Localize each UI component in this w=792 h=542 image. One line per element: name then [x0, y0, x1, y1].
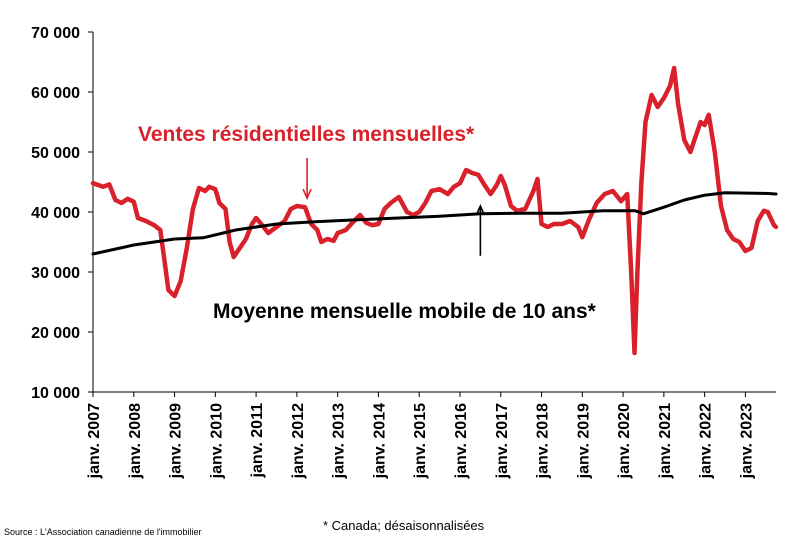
annotation-monthly-sales: Ventes résidentielles mensuelles* [138, 123, 475, 146]
y-axis: 10 000 20 000 30 000 40 000 50 000 60 000 70 0… [31, 25, 94, 402]
y-tick-label: 40 000 [31, 205, 80, 222]
moving-average-line [91, 191, 778, 256]
y-tick-label: 60 000 [31, 85, 80, 102]
x-tick-label: janv. 2019 [575, 403, 592, 479]
x-tick-label: janv. 2022 [698, 403, 715, 479]
monthly-sales-arrow-head [302, 188, 312, 201]
x-tick-label: janv. 2007 [86, 403, 103, 479]
x-tick-label: janv. 2017 [494, 403, 511, 479]
source-note: Source : L'Association canadienne de l'i… [4, 527, 202, 537]
y-tick-label: 70 000 [31, 25, 80, 42]
y-tick-label: 50 000 [31, 145, 80, 162]
x-tick-label: janv. 2009 [168, 403, 185, 479]
x-tick-label: janv. 2020 [616, 403, 633, 479]
x-tick-label: janv. 2013 [331, 403, 348, 479]
x-tick-label: janv. 2018 [535, 403, 552, 479]
moving-average-arrow-head [475, 204, 486, 216]
y-tick-label: 30 000 [31, 265, 80, 282]
y-tick-label: 20 000 [31, 325, 80, 342]
annotation-layer: Ventes résidentielles mensuelles* Moyenn… [138, 123, 597, 323]
footnote: * Canada; désaisonnalisées [323, 518, 485, 533]
x-tick-label: janv. 2023 [738, 403, 755, 479]
x-tick-label: janv. 2012 [290, 403, 307, 479]
x-tick-label: janv. 2014 [371, 403, 388, 479]
y-tick-label: 10 000 [31, 385, 80, 402]
x-tick-label: janv. 2011 [249, 403, 266, 479]
monthly-sales-line [90, 65, 779, 356]
x-tick-label: janv. 2008 [127, 403, 144, 479]
x-tick-label: janv. 2010 [208, 403, 225, 479]
x-tick-label: janv. 2021 [657, 403, 674, 479]
annotation-moving-average: Moyenne mensuelle mobile de 10 ans* [213, 300, 597, 323]
series-layer [90, 65, 779, 356]
x-tick-label: janv. 2015 [412, 403, 429, 479]
x-tick-label: janv. 2016 [453, 403, 470, 479]
x-axis: janv. 2007 janv. 2008 janv. 2009 janv. 2010… [86, 391, 776, 479]
